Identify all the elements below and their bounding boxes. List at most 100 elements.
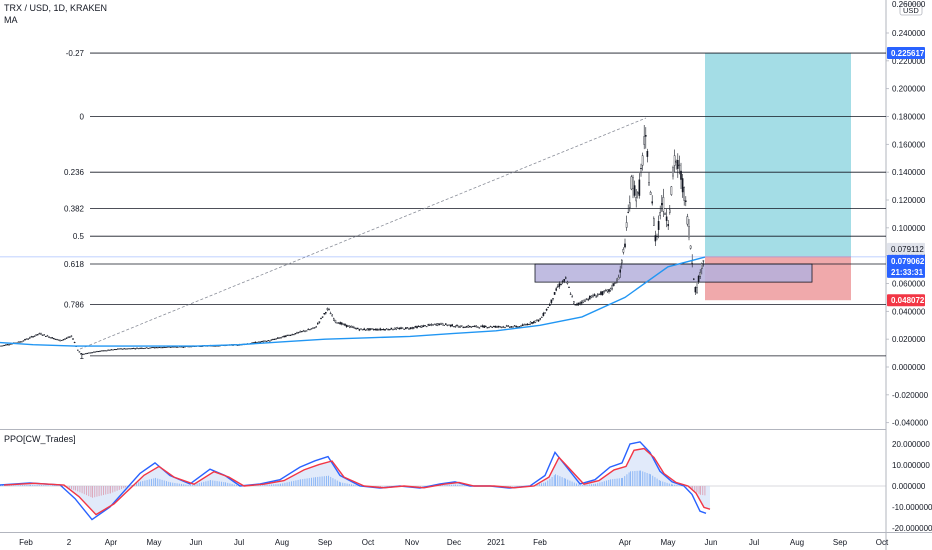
time-tick: Nov [405, 538, 419, 547]
candle-body [662, 197, 665, 212]
time-tick: Sep [318, 538, 333, 547]
close-price-tag-text: 0.079112 [891, 245, 924, 254]
candle-body [558, 283, 561, 287]
candle-body [413, 327, 415, 329]
candle-body [678, 164, 681, 166]
candle-body [390, 327, 393, 330]
candle-body [579, 302, 581, 304]
candle-body [606, 289, 609, 292]
candle-body [118, 348, 121, 350]
candle-body [699, 272, 701, 277]
candle-body [435, 323, 438, 326]
candle-body [656, 236, 658, 238]
candle-body [512, 326, 514, 328]
trend-dashed-line[interactable] [79, 117, 647, 350]
candle-body [331, 314, 334, 317]
candle-body [416, 326, 418, 329]
price-tick: 0.020000 [892, 335, 926, 344]
candle-body [150, 347, 153, 349]
candle-body [624, 243, 626, 248]
candle-body [342, 323, 345, 325]
candle-body [613, 283, 615, 286]
candle-body [609, 288, 612, 291]
target-zone[interactable] [705, 53, 851, 257]
candle-body [160, 347, 162, 349]
candle-body [680, 170, 682, 180]
candle-body [334, 319, 337, 323]
candle-body [65, 337, 68, 339]
candle-body [353, 327, 356, 329]
ppo-tick: 0.000000 [892, 482, 926, 491]
candle-body [134, 348, 137, 350]
candle-body [352, 326, 354, 328]
candle-body [464, 327, 466, 329]
candle-body [637, 192, 639, 195]
candle-body [22, 340, 25, 342]
time-tick: May [660, 538, 675, 547]
candle-body [424, 325, 426, 327]
current-price-tag-text: 0.079062 [891, 257, 925, 266]
candle-body [493, 326, 495, 328]
candle-body [451, 324, 454, 327]
candle-body [137, 348, 140, 350]
candle-body [585, 298, 588, 300]
candle-body [529, 321, 532, 324]
candle-body [139, 347, 142, 349]
candle-body [40, 333, 42, 335]
candle-body [555, 288, 557, 291]
candle-body [635, 197, 637, 202]
candle-body [37, 334, 39, 336]
candle-body [536, 319, 538, 321]
candle-body [472, 326, 474, 328]
candle-body [289, 334, 292, 336]
candle-body [685, 200, 687, 202]
candle-body [80, 353, 82, 355]
countdown-tag [887, 265, 925, 278]
time-tick: Jul [234, 538, 244, 547]
candle-body [115, 349, 117, 351]
candle-body [61, 339, 63, 341]
time-tick: 2021 [487, 538, 505, 547]
candle-body [325, 312, 327, 314]
candle-body [430, 323, 433, 326]
price-tick: 0.220000 [892, 57, 926, 66]
candle-body [483, 325, 486, 328]
candle-body [509, 326, 511, 328]
candle-body [601, 291, 604, 295]
candle-body [518, 326, 521, 328]
candle-body [8, 344, 10, 346]
candle-body [401, 327, 404, 329]
oscillator-axis: 20.000000 10.000000 0.000000 -10.000000 -20.… [892, 440, 932, 533]
candle-body [462, 327, 465, 329]
demand-zone[interactable] [534, 263, 813, 283]
candle-body [345, 324, 348, 327]
candle-body [142, 348, 145, 350]
candle-body [576, 303, 578, 306]
candle-body [374, 328, 377, 331]
candle-body [317, 323, 319, 325]
candle-body [140, 347, 143, 349]
candle-body [70, 335, 73, 337]
candle-body [312, 327, 314, 329]
price-tick: 0.180000 [892, 113, 926, 122]
candle-body [108, 349, 111, 351]
candle-body [654, 235, 657, 242]
candle-body [131, 348, 134, 350]
candle-body [136, 347, 138, 349]
candle-body [645, 135, 647, 137]
time-axis: Feb 2 Apr May Jun Jul Aug Sep Oct Nov Dec 2021 Feb Ap… [19, 538, 889, 547]
candle-body [547, 307, 549, 309]
currency-badge[interactable] [899, 3, 923, 16]
candle-body [76, 349, 79, 351]
price-tick-top: 0.260000 [892, 0, 926, 9]
candle-body [477, 326, 479, 328]
candle-body [3, 344, 5, 346]
price-tick: -0.040000 [892, 419, 929, 428]
fib-label: 0.786 [64, 300, 85, 309]
candle-body [563, 279, 565, 282]
candle-body [501, 326, 503, 328]
candle-body [275, 338, 278, 340]
candle-body [336, 322, 338, 324]
